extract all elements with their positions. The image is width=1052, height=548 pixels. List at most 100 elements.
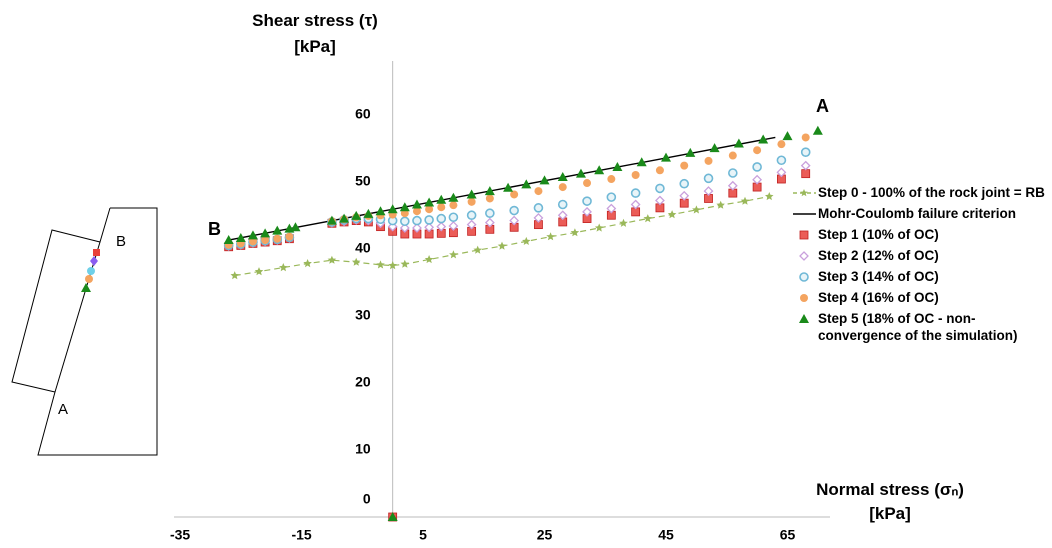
marker [412,215,422,226]
marker [800,160,811,171]
marker [260,228,271,238]
marker [728,151,737,160]
marker [436,213,447,224]
diagram-label: B [116,233,126,250]
marker [631,171,640,179]
marker [799,272,809,282]
marker [583,179,592,188]
marker [437,203,446,212]
marker [716,200,725,209]
marker [279,263,288,272]
legend-entry: Step 4 (16% of OC) [792,289,1050,306]
x-tick-label: 65 [780,527,796,543]
legend-label: Step 4 (16% of OC) [818,290,939,305]
marker [557,172,568,182]
marker [765,192,774,201]
marker [704,156,713,165]
x-tick-label: -35 [170,527,190,543]
marker [606,203,617,214]
marker [326,215,337,225]
marker [388,261,397,270]
marker [594,165,605,175]
y-tick-label: 60 [355,105,371,121]
legend-label: Step 3 (14% of OC) [818,269,939,284]
marker [709,143,720,153]
marker [387,204,398,214]
diagram-marker [81,283,91,292]
legend-entry: Step 0 - 100% of the rock joint = RB [792,184,1050,201]
marker [473,245,482,254]
diagram-marker [85,275,93,283]
marker [509,205,519,216]
marker [285,232,294,241]
marker [424,255,434,264]
marker [485,208,495,219]
marker [655,166,664,175]
marker [703,186,714,197]
x-tick-label: 45 [658,527,674,543]
diagram-marker [93,249,100,256]
diagram-label: A [58,401,68,418]
legend-label: Mohr-Coulomb failure criterion [818,206,1017,221]
marker [679,178,690,189]
marker [728,168,738,178]
marker [667,210,677,219]
marker [363,208,374,218]
marker [412,207,421,216]
marker [758,134,769,144]
marker [582,196,592,206]
marker [510,190,519,199]
marker [375,206,386,216]
marker [570,228,580,237]
y-tick-label: 30 [355,307,371,323]
marker [273,234,282,243]
marker [534,187,543,196]
marker [533,203,544,213]
marker [630,199,641,210]
marker [351,257,361,266]
marker [272,225,283,235]
marker [412,223,422,233]
marker [533,212,544,223]
marker [801,169,811,179]
marker [290,222,301,232]
marker [630,188,641,198]
marker [521,179,532,189]
x-tick-label: 25 [537,527,553,543]
marker [484,186,495,196]
marker [594,223,604,232]
x-tick-label: 5 [419,527,427,543]
legend-swatch [793,189,816,197]
diagram [11,207,158,456]
marker [261,236,270,245]
marker [497,241,507,250]
marker [436,221,447,232]
marker [466,189,477,199]
legend-label: Step 1 (10% of OC) [818,227,939,242]
series-line [234,195,770,277]
marker [607,175,616,184]
marker [776,167,787,178]
marker [449,250,458,259]
legend-entry: Step 1 (10% of OC) [792,226,1050,243]
marker [799,251,809,261]
legend-swatch [799,272,809,282]
marker [247,230,258,240]
marker [448,212,459,223]
legend-swatch [793,213,816,215]
y-tick-label: 20 [355,374,371,390]
legend-label: Step 2 (12% of OC) [818,248,939,263]
marker [503,182,514,192]
legend-swatch [799,230,809,240]
marker [223,235,234,245]
marker [557,210,568,221]
marker [582,206,592,217]
marker [399,202,410,212]
marker [801,133,810,142]
marker [248,237,257,246]
legend-swatch [799,314,809,323]
marker [449,201,458,210]
marker [424,222,435,233]
